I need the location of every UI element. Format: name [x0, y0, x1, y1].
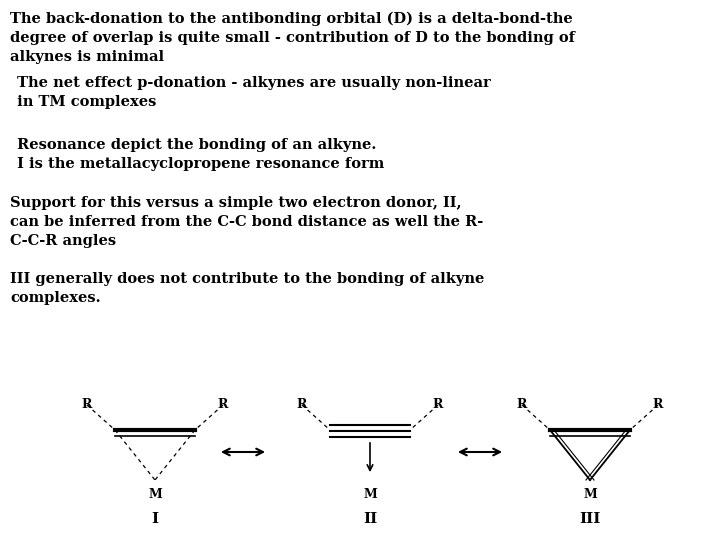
Text: I: I: [151, 512, 158, 526]
Text: Resonance depict the bonding of an alkyne.
 I is the metallacyclopropene resonan: Resonance depict the bonding of an alkyn…: [12, 138, 384, 171]
Text: R: R: [297, 399, 307, 411]
Text: R: R: [82, 399, 92, 411]
Text: R: R: [433, 399, 444, 411]
Text: The back-donation to the antibonding orbital (D) is a delta-bond-the
degree of o: The back-donation to the antibonding orb…: [10, 12, 575, 64]
Text: R: R: [517, 399, 527, 411]
Text: R: R: [653, 399, 663, 411]
Text: M: M: [363, 488, 377, 501]
Text: M: M: [583, 488, 597, 501]
Text: II: II: [363, 512, 377, 526]
Text: Support for this versus a simple two electron donor, II,
can be inferred from th: Support for this versus a simple two ele…: [10, 196, 483, 248]
Text: R: R: [218, 399, 228, 411]
Text: The net effect p-donation - alkynes are usually non-linear
 in TM complexes: The net effect p-donation - alkynes are …: [12, 76, 491, 109]
Text: III: III: [580, 512, 600, 526]
Text: M: M: [148, 488, 162, 501]
Text: III generally does not contribute to the bonding of alkyne
complexes.: III generally does not contribute to the…: [10, 272, 485, 305]
